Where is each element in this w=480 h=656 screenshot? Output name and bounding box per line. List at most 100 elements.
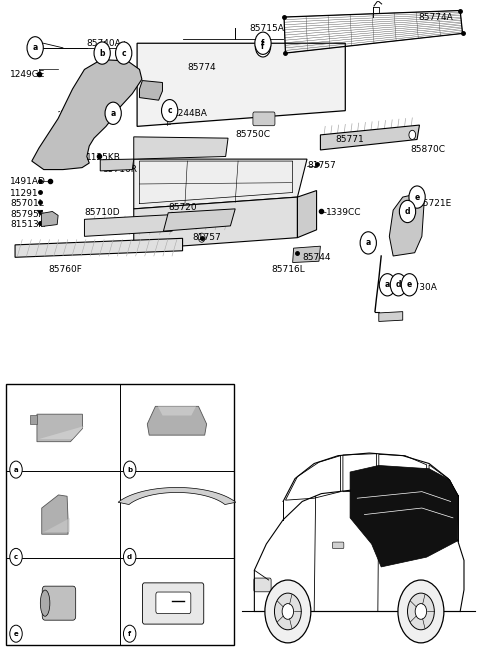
Text: e: e bbox=[13, 630, 18, 637]
Polygon shape bbox=[389, 194, 424, 256]
Text: 1249GE: 1249GE bbox=[10, 70, 46, 79]
Polygon shape bbox=[100, 159, 134, 171]
Circle shape bbox=[116, 42, 132, 64]
FancyBboxPatch shape bbox=[397, 542, 408, 548]
Circle shape bbox=[398, 580, 444, 643]
Circle shape bbox=[10, 625, 22, 642]
Polygon shape bbox=[158, 406, 196, 415]
Text: 1244BA: 1244BA bbox=[173, 109, 208, 118]
Circle shape bbox=[123, 548, 136, 565]
Circle shape bbox=[161, 100, 178, 122]
Text: d: d bbox=[127, 554, 132, 560]
Text: 81757: 81757 bbox=[192, 233, 221, 242]
Text: 85774A: 85774A bbox=[418, 13, 453, 22]
Polygon shape bbox=[298, 190, 317, 237]
Text: 85755C: 85755C bbox=[140, 465, 171, 474]
Text: c: c bbox=[14, 554, 18, 560]
Circle shape bbox=[27, 37, 43, 59]
Text: 85870C: 85870C bbox=[410, 145, 445, 154]
Text: a: a bbox=[33, 43, 38, 52]
Polygon shape bbox=[134, 197, 298, 249]
Circle shape bbox=[379, 274, 396, 296]
Text: f: f bbox=[128, 630, 131, 637]
FancyBboxPatch shape bbox=[143, 583, 204, 624]
Polygon shape bbox=[37, 210, 43, 215]
Text: 85721E: 85721E bbox=[417, 199, 451, 208]
Text: 85744C: 85744C bbox=[26, 552, 58, 562]
Circle shape bbox=[408, 593, 434, 630]
Text: c: c bbox=[121, 49, 126, 58]
Text: 1339CC: 1339CC bbox=[326, 209, 361, 217]
Circle shape bbox=[415, 604, 427, 619]
Text: 1491AD: 1491AD bbox=[10, 177, 46, 186]
Circle shape bbox=[409, 131, 416, 140]
Polygon shape bbox=[147, 406, 206, 435]
Circle shape bbox=[255, 32, 271, 54]
Circle shape bbox=[123, 461, 136, 478]
Text: 85730A: 85730A bbox=[403, 283, 438, 292]
Polygon shape bbox=[163, 209, 235, 231]
Polygon shape bbox=[84, 214, 181, 236]
Text: 85795A: 85795A bbox=[10, 210, 45, 218]
Text: 85755D: 85755D bbox=[140, 629, 172, 638]
Circle shape bbox=[360, 232, 376, 254]
FancyBboxPatch shape bbox=[156, 592, 191, 613]
Text: 81757: 81757 bbox=[307, 161, 336, 170]
Text: 11291: 11291 bbox=[10, 189, 39, 197]
Polygon shape bbox=[15, 238, 182, 257]
Circle shape bbox=[399, 200, 416, 222]
FancyBboxPatch shape bbox=[42, 586, 76, 620]
Text: 1125KB: 1125KB bbox=[86, 154, 121, 162]
Polygon shape bbox=[140, 81, 162, 100]
Text: 85720: 85720 bbox=[168, 203, 197, 212]
Polygon shape bbox=[137, 43, 345, 127]
Circle shape bbox=[390, 274, 407, 296]
Polygon shape bbox=[39, 426, 84, 439]
Text: 85740A: 85740A bbox=[86, 39, 121, 48]
Text: 85750C: 85750C bbox=[235, 131, 270, 139]
Text: 85710D: 85710D bbox=[84, 209, 120, 217]
Text: d: d bbox=[405, 207, 410, 216]
FancyBboxPatch shape bbox=[253, 112, 275, 126]
Text: 85715A: 85715A bbox=[249, 24, 284, 33]
Text: a: a bbox=[385, 280, 390, 289]
Polygon shape bbox=[350, 466, 458, 567]
Text: b: b bbox=[99, 49, 105, 58]
Circle shape bbox=[10, 461, 22, 478]
Text: 81513A: 81513A bbox=[10, 220, 45, 229]
Polygon shape bbox=[32, 60, 142, 170]
Polygon shape bbox=[293, 246, 321, 262]
Text: 85734A: 85734A bbox=[140, 552, 171, 562]
Text: 85774: 85774 bbox=[187, 63, 216, 72]
Circle shape bbox=[401, 274, 418, 296]
Polygon shape bbox=[42, 495, 68, 534]
Circle shape bbox=[265, 580, 311, 643]
Circle shape bbox=[255, 36, 271, 57]
FancyBboxPatch shape bbox=[254, 578, 271, 592]
Polygon shape bbox=[41, 211, 58, 226]
Text: 92808B: 92808B bbox=[26, 629, 57, 638]
Text: 85716L: 85716L bbox=[271, 264, 305, 274]
Text: 85701L: 85701L bbox=[10, 199, 44, 208]
Text: e: e bbox=[414, 193, 420, 201]
Polygon shape bbox=[30, 415, 37, 424]
Text: a: a bbox=[366, 238, 371, 247]
Text: d: d bbox=[396, 280, 401, 289]
Text: a: a bbox=[110, 109, 116, 118]
Text: e: e bbox=[407, 280, 412, 289]
FancyBboxPatch shape bbox=[6, 384, 234, 646]
Text: 85716R: 85716R bbox=[102, 165, 137, 174]
Text: 85779A: 85779A bbox=[26, 465, 58, 474]
FancyBboxPatch shape bbox=[332, 542, 344, 548]
Polygon shape bbox=[118, 487, 236, 504]
Circle shape bbox=[282, 604, 294, 619]
Text: f: f bbox=[261, 39, 264, 48]
Text: 85771: 85771 bbox=[336, 135, 364, 144]
Text: b: b bbox=[127, 466, 132, 472]
Circle shape bbox=[10, 548, 22, 565]
Ellipse shape bbox=[40, 590, 50, 616]
Circle shape bbox=[409, 186, 425, 208]
Text: a: a bbox=[14, 466, 18, 472]
Text: c: c bbox=[168, 106, 172, 115]
Circle shape bbox=[105, 102, 121, 125]
